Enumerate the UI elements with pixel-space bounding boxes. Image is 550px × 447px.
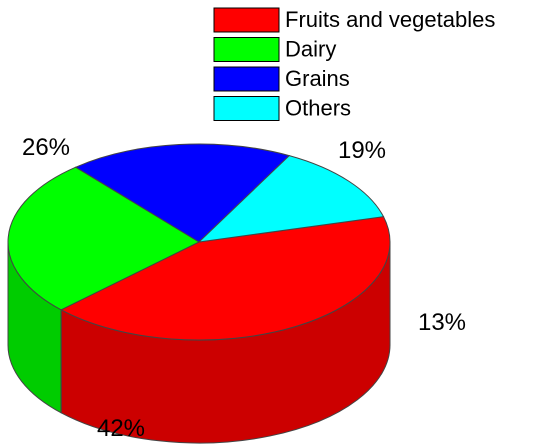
legend-item-1: Dairy: [213, 37, 336, 62]
legend: Fruits and vegetables Dairy Grains Others: [213, 7, 495, 121]
legend-label-3: Others: [285, 96, 351, 121]
legend-swatch-2: [213, 66, 280, 92]
pie-slice-0: [60, 216, 391, 341]
legend-item-0: Fruits and vegetables: [213, 7, 495, 33]
legend-item-3: Others: [213, 96, 351, 121]
pie-slice-3: [197, 155, 385, 243]
slice-labels: 42% 26% 19% 13%: [22, 134, 466, 442]
pie-slice-2: [74, 143, 291, 243]
slice-label-1: 26%: [22, 134, 70, 161]
pie-tops: [7, 143, 391, 341]
legend-label-0: Fruits and vegetables: [285, 7, 495, 32]
slice-label-2: 19%: [338, 137, 386, 164]
slice-label-0: 42%: [97, 415, 145, 442]
legend-label-1: Dairy: [285, 37, 336, 62]
slice-label-3: 13%: [418, 309, 466, 336]
pie-slice-1: [7, 166, 201, 311]
legend-item-2: Grains: [213, 66, 350, 92]
legend-swatch-0: [213, 7, 280, 33]
legend-label-2: Grains: [285, 66, 350, 91]
legend-swatch-3: [213, 96, 280, 121]
legend-swatch-1: [213, 37, 280, 62]
